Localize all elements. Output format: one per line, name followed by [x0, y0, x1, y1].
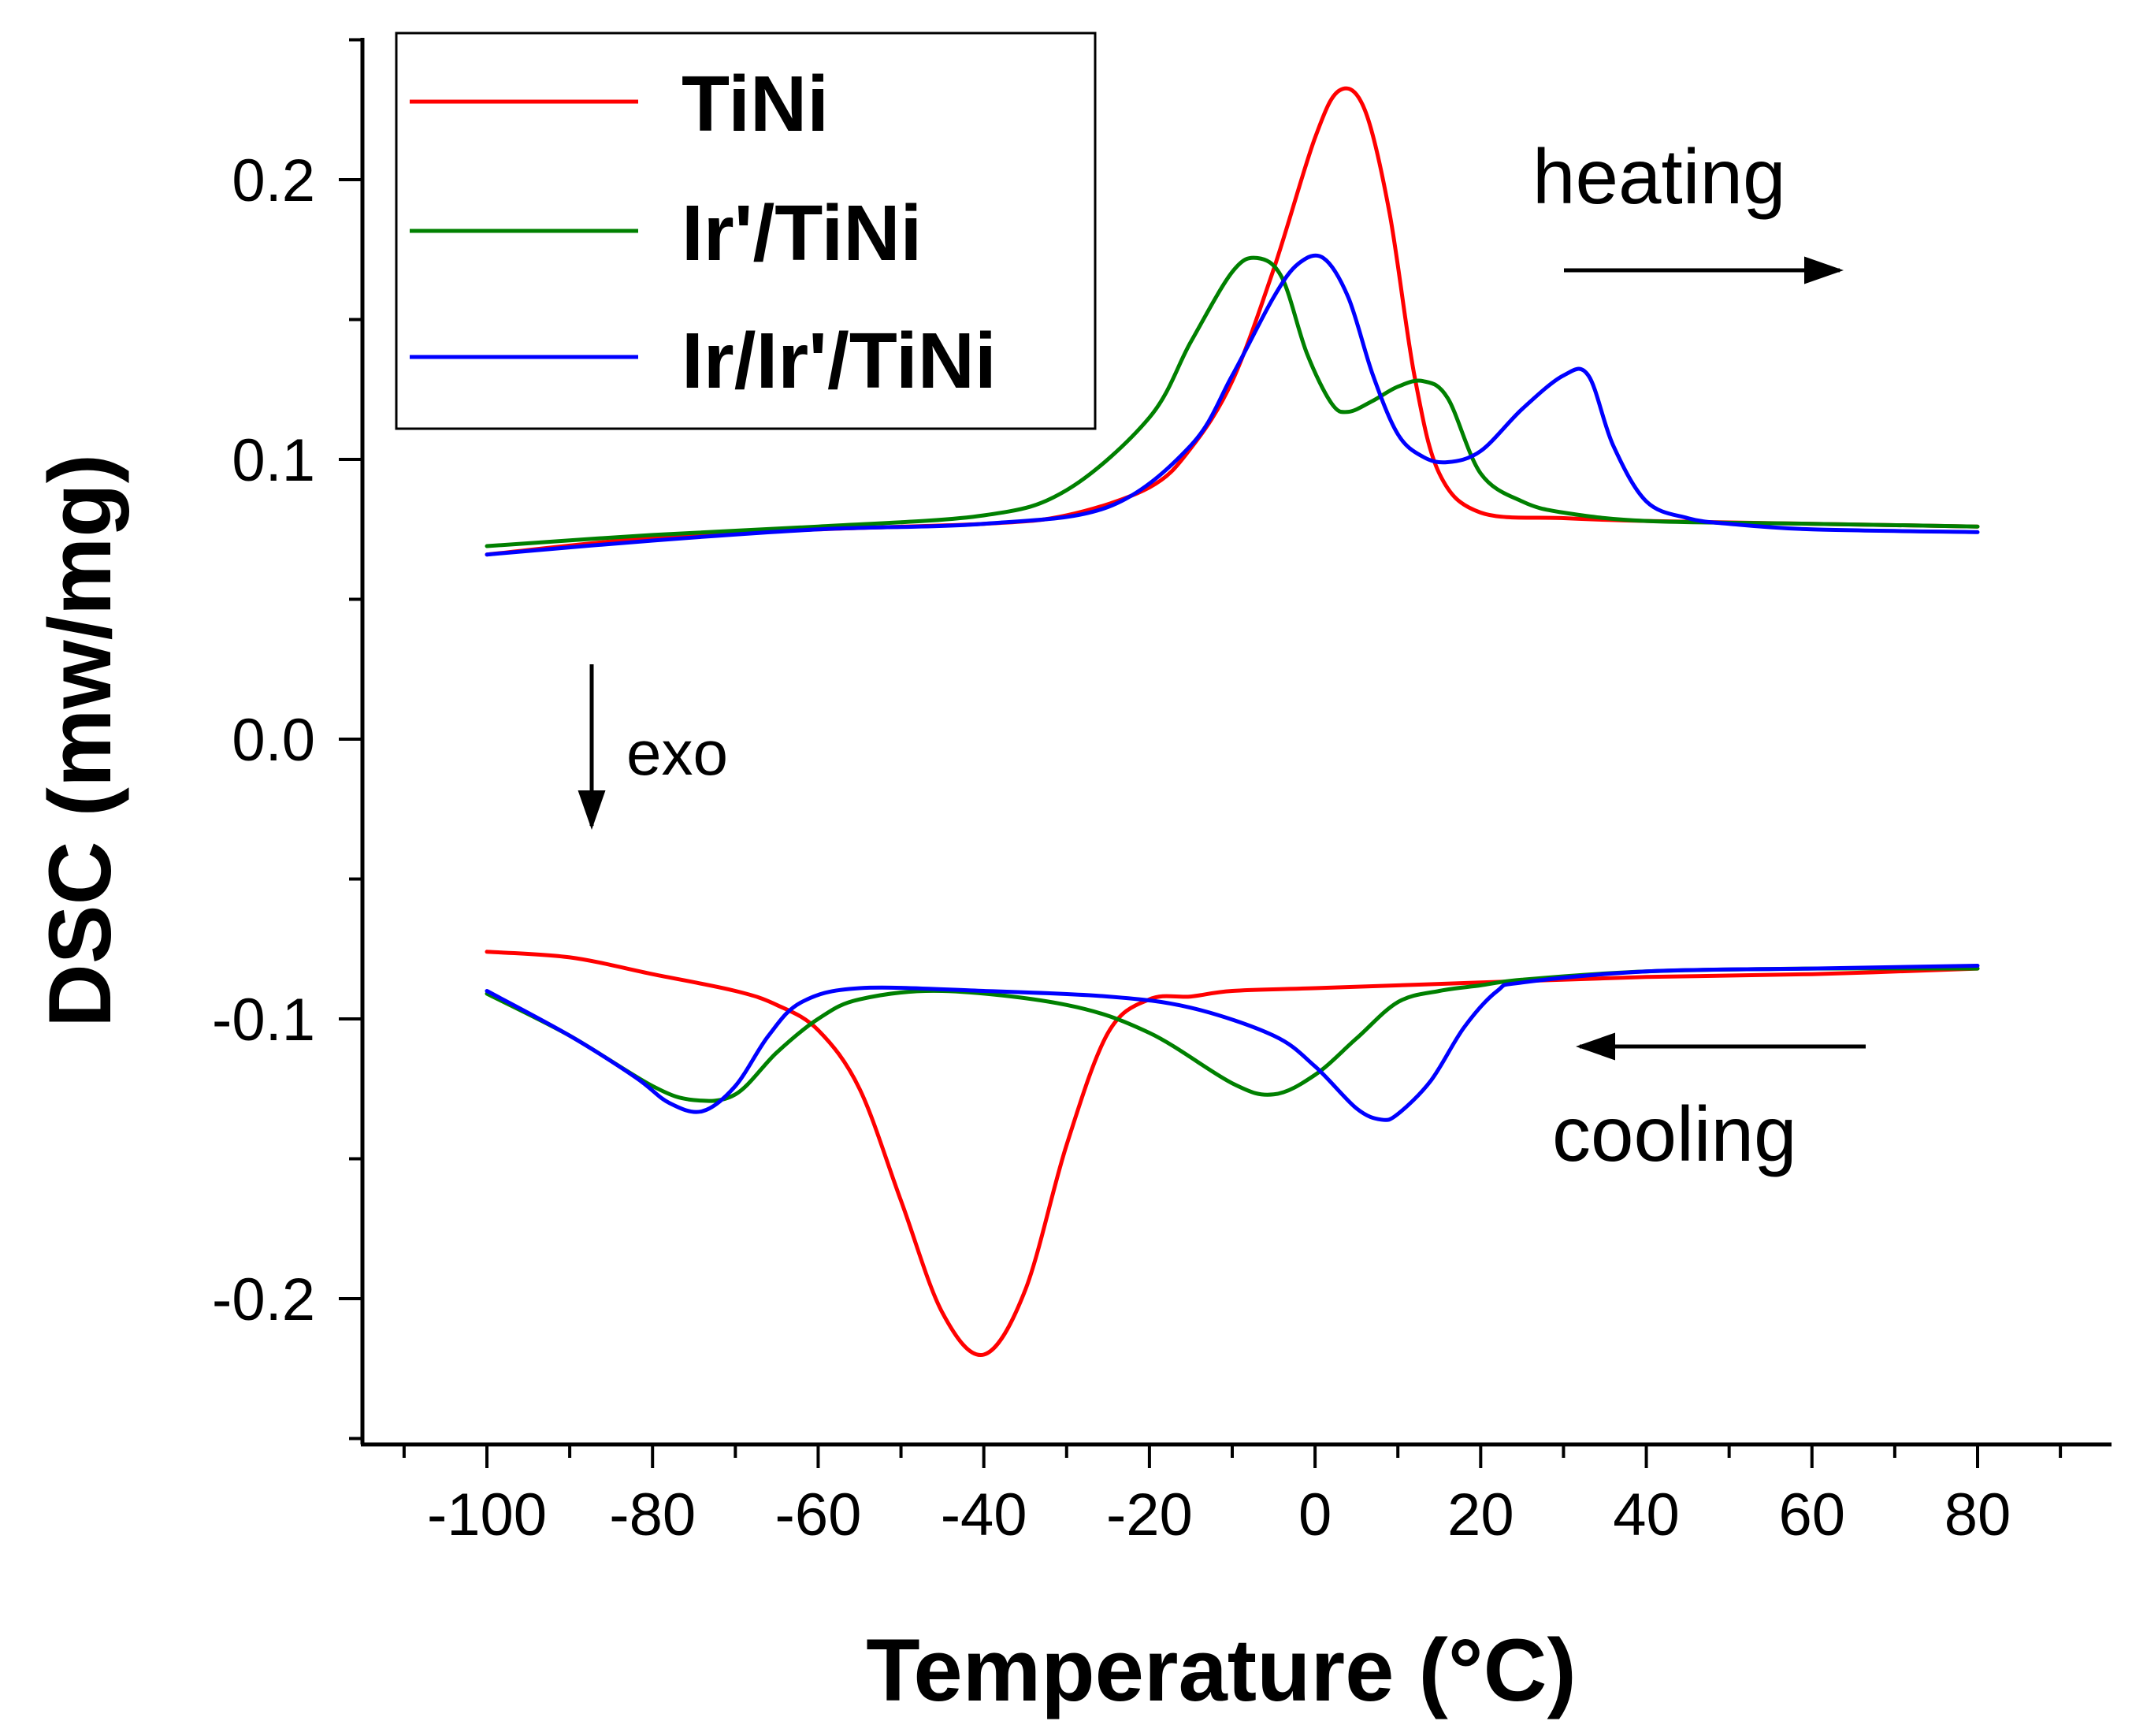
series-ir-ir-tini-heating-line: [485, 253, 1980, 557]
x-tick-label: -60: [775, 1481, 862, 1548]
y-ticks: -0.2 -0.1 0.0 0.1 0.2: [212, 38, 362, 1440]
y-tick-label: 0.2: [232, 147, 315, 214]
x-tick-label: 0: [1298, 1481, 1332, 1548]
x-tick-label: -40: [941, 1481, 1027, 1548]
y-tick-label: -0.2: [212, 1266, 315, 1333]
series-ir-ir-tini-cooling-line: [485, 964, 1980, 1122]
y-axis-title-group: DSC (mw/mg): [31, 454, 129, 1028]
x-ticks: -100 -80 -60 -40 -20 0 20 40 60 80: [402, 1444, 2063, 1548]
series-ir-tini-cooling-line: [485, 966, 1980, 1103]
y-tick-label: -0.1: [212, 987, 315, 1054]
x-tick-label: 40: [1613, 1481, 1680, 1548]
x-tick-label: -80: [609, 1481, 696, 1548]
legend: TiNi Ir'/TiNi Ir/Ir'/TiNi: [395, 32, 1097, 430]
x-tick-label: -100: [427, 1481, 547, 1548]
cooling-label: cooling: [1552, 1091, 1797, 1177]
exo-label: exo: [626, 718, 728, 788]
y-axis-title: DSC (mw/mg): [31, 454, 129, 1028]
axes: -100 -80 -60 -40 -20 0 20 40 60 80 -0.2 -0.1 0.0 0.1…: [212, 38, 2112, 1548]
y-tick-label: 0.1: [232, 427, 315, 494]
annotations: heating cooling exo: [578, 133, 1866, 1177]
series-layer: [485, 86, 1980, 1358]
legend-label-tini: TiNi: [682, 60, 829, 148]
series-ir-tini-heating-line: [485, 255, 1980, 548]
x-tick-label: 60: [1779, 1481, 1846, 1548]
y-tick-label: 0.0: [232, 707, 315, 774]
heating-label: heating: [1532, 133, 1786, 220]
legend-label-ir-tini: Ir'/TiNi: [682, 189, 922, 277]
x-tick-label: 20: [1447, 1481, 1514, 1548]
legend-label-ir-ir-tini: Ir/Ir'/TiNi: [682, 317, 997, 405]
x-axis-title: Temperature (°C): [866, 1621, 1577, 1719]
x-tick-label: 80: [1944, 1481, 2011, 1548]
x-tick-label: -20: [1106, 1481, 1193, 1548]
